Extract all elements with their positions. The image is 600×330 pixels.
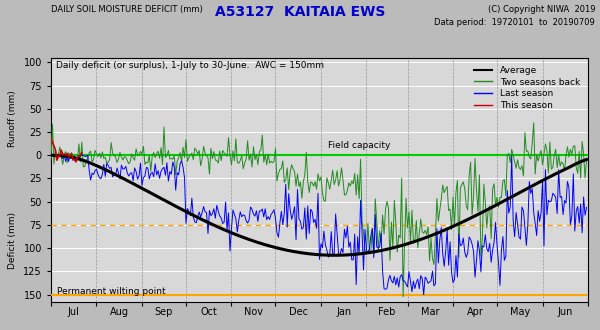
Text: (C) Copyright NIWA  2019: (C) Copyright NIWA 2019 [488,5,595,14]
Text: A53127  KAITAIA EWS: A53127 KAITAIA EWS [215,5,385,19]
Text: Runoff (mm): Runoff (mm) [7,90,17,147]
Legend: Average, Two seasons back, Last season, This season: Average, Two seasons back, Last season, … [471,62,583,114]
Text: DAILY SOIL MOISTURE DEFICIT (mm): DAILY SOIL MOISTURE DEFICIT (mm) [51,5,203,14]
Text: Daily deficit (or surplus), 1-July to 30-June.  AWC = 150mm: Daily deficit (or surplus), 1-July to 30… [56,61,325,70]
Text: Field capacity: Field capacity [328,141,391,150]
Text: Data period:  19720101  to  20190709: Data period: 19720101 to 20190709 [434,18,595,27]
Text: Deficit (mm): Deficit (mm) [7,213,17,269]
Text: Permanent wilting point: Permanent wilting point [57,287,166,296]
